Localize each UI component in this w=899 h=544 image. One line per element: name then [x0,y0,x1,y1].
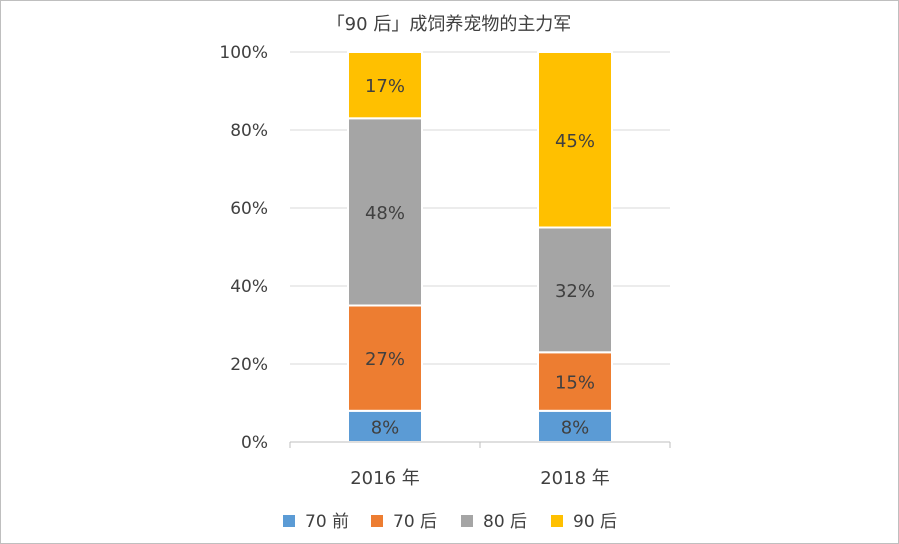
bar-segment [347,51,423,120]
legend-label: 90 后 [573,512,617,532]
data-label: 45% [555,131,595,152]
x-category-label: 2018 年 [540,468,610,489]
legend-swatch [461,515,473,527]
legend-item: 90 后 [551,512,617,532]
legend: 70 前 70 后 80 后 90 后 [283,512,617,532]
bars-layer [347,51,613,443]
legend-swatch [283,515,295,527]
y-tick-label: 0% [241,433,268,453]
data-label: 8% [371,417,400,438]
legend-item: 70 后 [371,512,437,532]
data-label: 15% [555,373,595,394]
y-tick-label: 60% [230,199,268,219]
legend-label: 80 后 [483,512,527,532]
bar-segment [537,51,613,229]
bar-segment [537,226,613,354]
legend-item: 80 后 [461,512,527,532]
y-tick-label: 40% [230,277,268,297]
labels-layer: 8% 27% 48% 17% 8% 15% 32% 45% [365,76,595,438]
data-label: 17% [365,76,405,97]
x-category-label: 2016 年 [350,468,420,489]
y-tick-label: 100% [219,43,268,63]
legend-item: 70 前 [283,512,349,532]
data-label: 27% [365,349,405,370]
chart-title: 「90 后」成饲养宠物的主力军 [327,14,572,35]
y-tick-label: 20% [230,355,268,375]
legend-label: 70 后 [393,512,437,532]
legend-label: 70 前 [305,512,349,532]
legend-swatch [371,515,383,527]
data-label: 48% [365,203,405,224]
data-label: 32% [555,281,595,302]
axis-layer: 0% 20% 40% 60% 80% 100% 2016 年 2018 年 [219,43,671,489]
legend-swatch [551,515,563,527]
y-tick-label: 80% [230,121,268,141]
data-label: 8% [561,417,590,438]
